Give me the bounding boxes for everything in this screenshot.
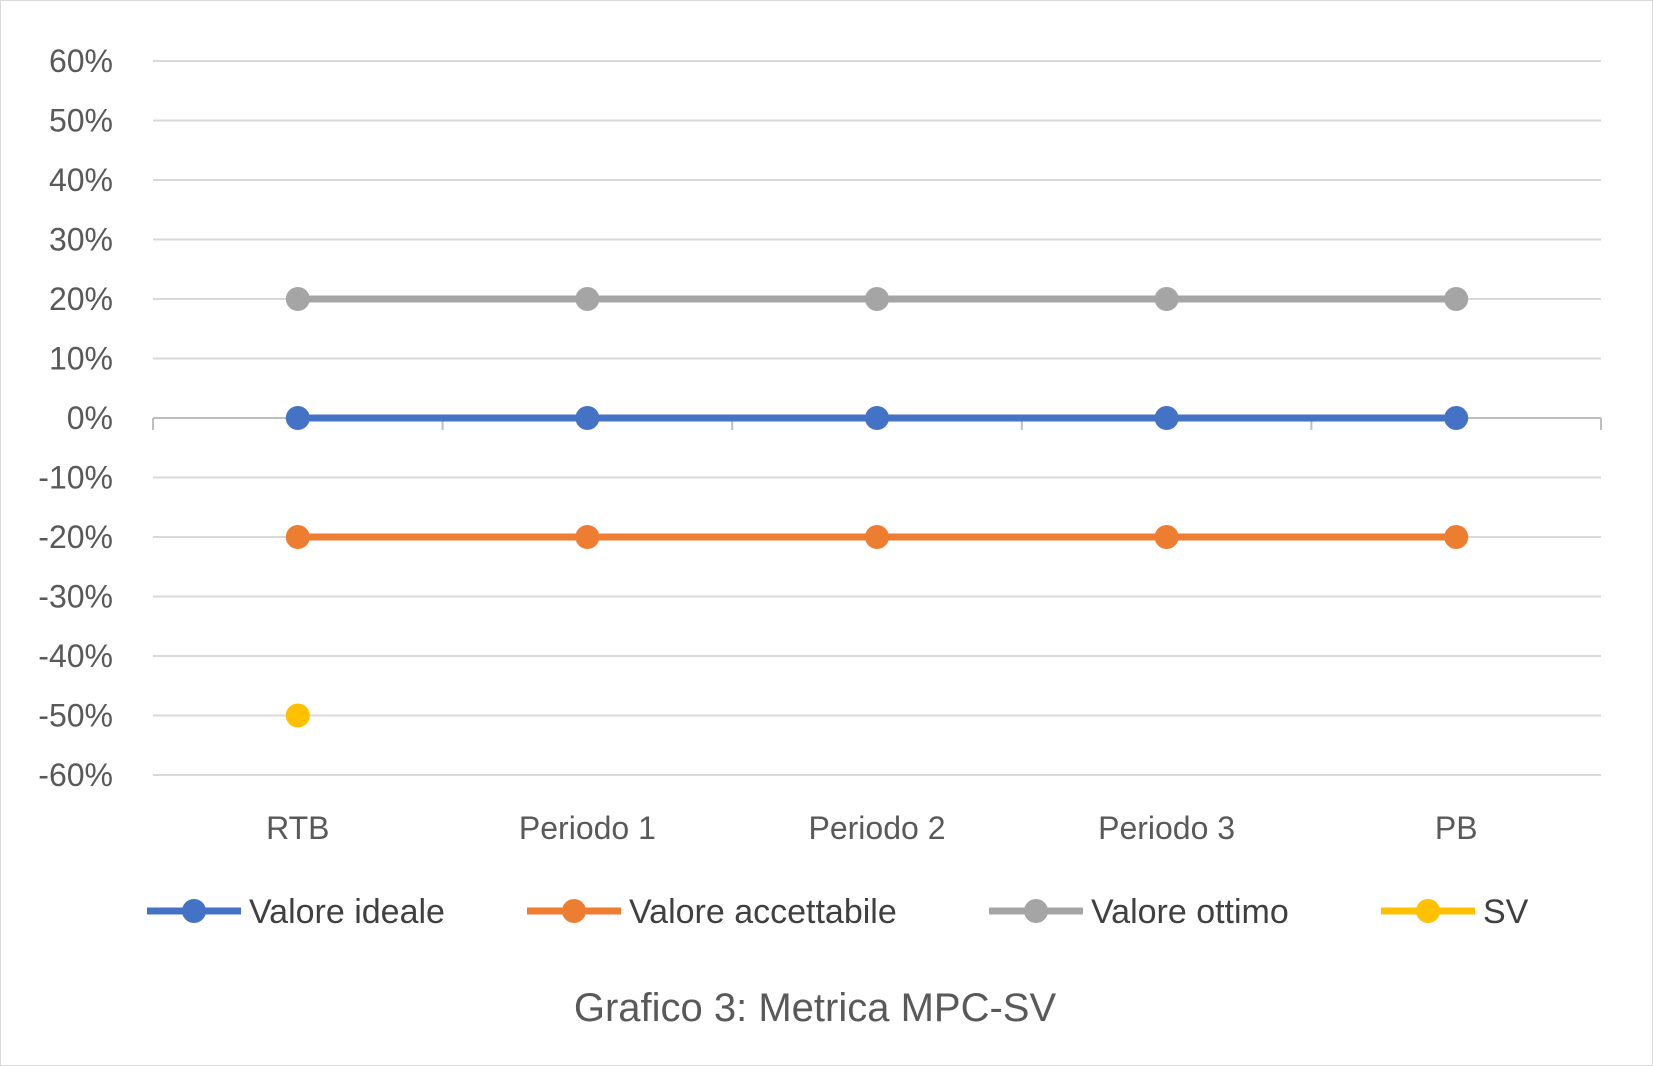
y-tick-label: 10% bbox=[49, 341, 113, 377]
data-point bbox=[865, 525, 889, 549]
series-2 bbox=[285, 287, 1469, 311]
y-tick-label: -50% bbox=[38, 698, 113, 734]
data-point bbox=[1154, 287, 1179, 311]
legend-swatch-marker bbox=[1024, 899, 1048, 923]
data-point bbox=[1154, 406, 1179, 430]
x-tick-label: PB bbox=[1435, 810, 1478, 846]
legend: Valore ideale Valore accettabile Valore ot… bbox=[147, 893, 1529, 931]
legend-label: SV bbox=[1483, 893, 1529, 931]
data-point bbox=[1154, 525, 1179, 549]
y-tick-label: -10% bbox=[38, 460, 113, 496]
y-tick-label: -60% bbox=[38, 757, 113, 793]
y-tick-label: -30% bbox=[38, 579, 113, 615]
legend-item: Valore ottimo bbox=[989, 893, 1289, 931]
data-point bbox=[1444, 525, 1469, 549]
data-point bbox=[575, 406, 600, 430]
legend-item: Valore accettabile bbox=[527, 893, 897, 931]
legend-item: SV bbox=[1381, 893, 1529, 931]
x-tick-label: Periodo 2 bbox=[809, 810, 946, 846]
y-tick-label: -20% bbox=[38, 519, 113, 555]
series-3 bbox=[285, 703, 310, 728]
x-tick-label: Periodo 1 bbox=[519, 810, 656, 846]
data-point bbox=[1444, 406, 1469, 430]
y-tick-label: -40% bbox=[38, 638, 113, 674]
data-point bbox=[285, 406, 310, 430]
x-tick-label: RTB bbox=[266, 810, 329, 846]
data-point bbox=[575, 287, 600, 311]
legend-item: Valore ideale bbox=[147, 893, 445, 931]
data-point bbox=[1444, 287, 1469, 311]
legend-label: Valore ideale bbox=[249, 893, 445, 931]
data-point bbox=[575, 525, 600, 549]
data-point bbox=[865, 287, 889, 311]
legend-label: Valore ottimo bbox=[1091, 893, 1289, 931]
x-axis-tick-labels: RTB Periodo 1 Periodo 2 Periodo 3 PB bbox=[266, 810, 1477, 846]
series-1 bbox=[285, 525, 1469, 549]
series-0 bbox=[285, 406, 1469, 430]
legend-swatch-marker bbox=[182, 899, 206, 923]
y-tick-label: 50% bbox=[49, 103, 113, 139]
data-point bbox=[285, 525, 310, 549]
series bbox=[285, 287, 1469, 728]
y-tick-label: 30% bbox=[49, 222, 113, 258]
y-axis-tick-labels: -60% -50% -40% -30% -20% -10% 0% 10% 20% 30% 40% 50… bbox=[38, 43, 113, 793]
chart-caption: Grafico 3: Metrica MPC-SV bbox=[574, 986, 1057, 1030]
y-tick-label: 0% bbox=[67, 400, 113, 436]
data-point bbox=[285, 703, 310, 728]
gridlines bbox=[153, 60, 1601, 776]
y-tick-label: 20% bbox=[49, 281, 113, 317]
x-tick-label: Periodo 3 bbox=[1098, 810, 1235, 846]
data-point bbox=[285, 287, 310, 311]
legend-label: Valore accettabile bbox=[629, 893, 897, 931]
legend-swatch-marker bbox=[562, 899, 586, 923]
data-point bbox=[865, 406, 889, 430]
legend-swatch-marker bbox=[1416, 899, 1440, 923]
y-tick-label: 60% bbox=[49, 43, 113, 79]
y-tick-label: 40% bbox=[49, 162, 113, 198]
